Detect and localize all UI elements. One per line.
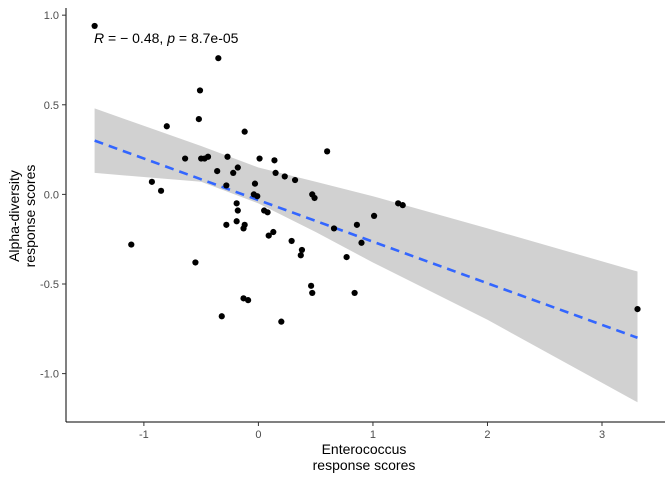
data-point-51 [307,282,315,289]
axes-layer: -1 0 1 2 3 1.0 0.5 0.0 -0.5 -1.0 [40,8,665,441]
data-point-29 [233,200,240,207]
data-point-46 [128,241,135,248]
regression-line [94,139,638,339]
data-point-36 [233,218,240,225]
data-point-35 [370,212,378,219]
data-point-56 [218,313,225,320]
data-point-14 [271,157,278,164]
data-point-42 [270,228,277,236]
data-point-48 [297,252,304,259]
data-point-39 [240,225,247,232]
data-points-layer [91,22,641,325]
data-point-40 [353,221,361,228]
y-tick-label: 0.5 [44,100,59,112]
regression-line-layer [94,139,638,339]
data-point-47 [298,246,306,254]
data-point-2 [215,55,222,62]
x-axis-title-line2: response scores [313,457,416,473]
y-axis-title-line1: Alpha-diversity [6,170,22,262]
data-point-44 [288,237,295,245]
data-point-50 [192,259,199,266]
data-point-58 [634,305,641,313]
x-tick-label: 2 [484,429,490,441]
data-point-21 [148,178,155,185]
correlation-annotation: R = − 0.48, p = 8.7e-05 [94,30,239,46]
y-tick-label: 1.0 [44,10,59,22]
data-point-49 [343,254,350,261]
r-symbol: R [94,30,104,46]
data-point-43 [265,232,272,239]
r-value: = − 0.48, [104,30,167,46]
data-point-28 [311,194,318,202]
y-tick-label: -1.0 [40,369,59,381]
data-point-12 [224,153,231,160]
data-point-38 [223,221,230,228]
data-point-20 [291,176,299,184]
p-value: = 8.7e-05 [175,30,239,46]
p-symbol: p [166,30,175,46]
data-point-1 [91,22,98,30]
data-point-41 [330,225,338,232]
data-point-57 [278,318,285,325]
data-point-55 [245,297,252,304]
data-point-53 [351,289,358,297]
data-point-18 [281,173,288,180]
data-point-24 [157,187,165,194]
data-point-7 [324,148,331,155]
data-point-4 [195,116,202,123]
data-point-16 [214,167,221,175]
data-point-33 [264,209,271,216]
data-point-3 [196,87,204,94]
x-tick-label: 0 [255,429,261,441]
y-axis-title-line2: response scores [22,165,38,268]
data-point-10 [198,155,205,162]
x-axis-title-line1: Enterococcus [322,441,407,457]
data-point-22 [251,180,259,187]
data-point-34 [234,207,241,214]
data-point-31 [399,202,406,209]
confidence-band [94,108,638,403]
y-tick-label: 0.0 [44,189,59,201]
data-point-23 [223,182,230,189]
data-point-15 [234,164,241,171]
data-point-17 [272,169,279,176]
data-point-11 [182,155,189,162]
x-tick-label: 3 [599,429,605,441]
data-point-52 [309,289,316,297]
confidence-band-layer [94,108,638,403]
data-point-13 [256,155,263,162]
y-tick-label: -0.5 [40,279,59,291]
x-tick-label: 1 [370,429,376,441]
data-point-45 [358,239,365,246]
data-point-19 [230,169,237,176]
x-tick-label: -1 [139,429,149,441]
data-point-26 [254,193,261,200]
data-point-6 [241,128,248,135]
data-point-5 [163,123,170,130]
